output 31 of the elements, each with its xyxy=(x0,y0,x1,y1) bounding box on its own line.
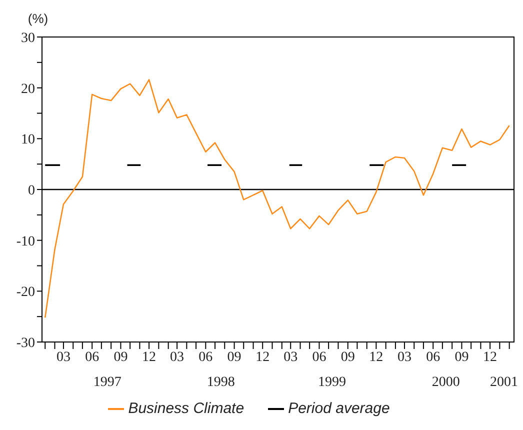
x-tick-label: 09 xyxy=(114,350,128,365)
x-tick-label: 06 xyxy=(312,350,326,365)
x2-tick-label: 2001 xyxy=(490,375,518,390)
y-tick-label: -10 xyxy=(16,234,35,250)
x-tick-label: 03 xyxy=(397,350,412,365)
x-tick-label: 12 xyxy=(142,350,156,365)
legend-label: Period average xyxy=(288,400,390,417)
x-tick-label: 03 xyxy=(284,350,298,365)
x-tick-label: 09 xyxy=(340,350,355,365)
y-tick-label: 10 xyxy=(21,132,35,148)
x-tick-label: 09 xyxy=(454,350,469,365)
y-tick-label: 30 xyxy=(21,30,35,46)
x-tick-label: 06 xyxy=(426,350,440,365)
y-tick-label: -30 xyxy=(16,336,35,351)
legend-label: Business Climate xyxy=(128,400,244,417)
y-tick-label: 0 xyxy=(28,183,35,198)
x-tick-label: 09 xyxy=(227,350,242,365)
x2-tick-label: 1999 xyxy=(318,375,346,390)
y-tick-label: 20 xyxy=(21,82,35,97)
x-tick-label: 06 xyxy=(85,350,100,365)
x-tick-label: 12 xyxy=(256,350,270,365)
y-axis-title: (%) xyxy=(28,11,48,26)
x-tick-label: 12 xyxy=(369,350,384,365)
x-tick-label: 06 xyxy=(198,350,213,365)
x2-tick-label: 2000 xyxy=(432,375,460,390)
x-tick-label: 03 xyxy=(56,350,70,365)
x-tick-label: 03 xyxy=(170,350,184,365)
y-tick-label: -20 xyxy=(16,285,35,300)
x2-tick-label: 1998 xyxy=(206,375,235,390)
x-tick-label: 12 xyxy=(483,350,498,365)
x2-tick-label: 1997 xyxy=(93,375,122,390)
